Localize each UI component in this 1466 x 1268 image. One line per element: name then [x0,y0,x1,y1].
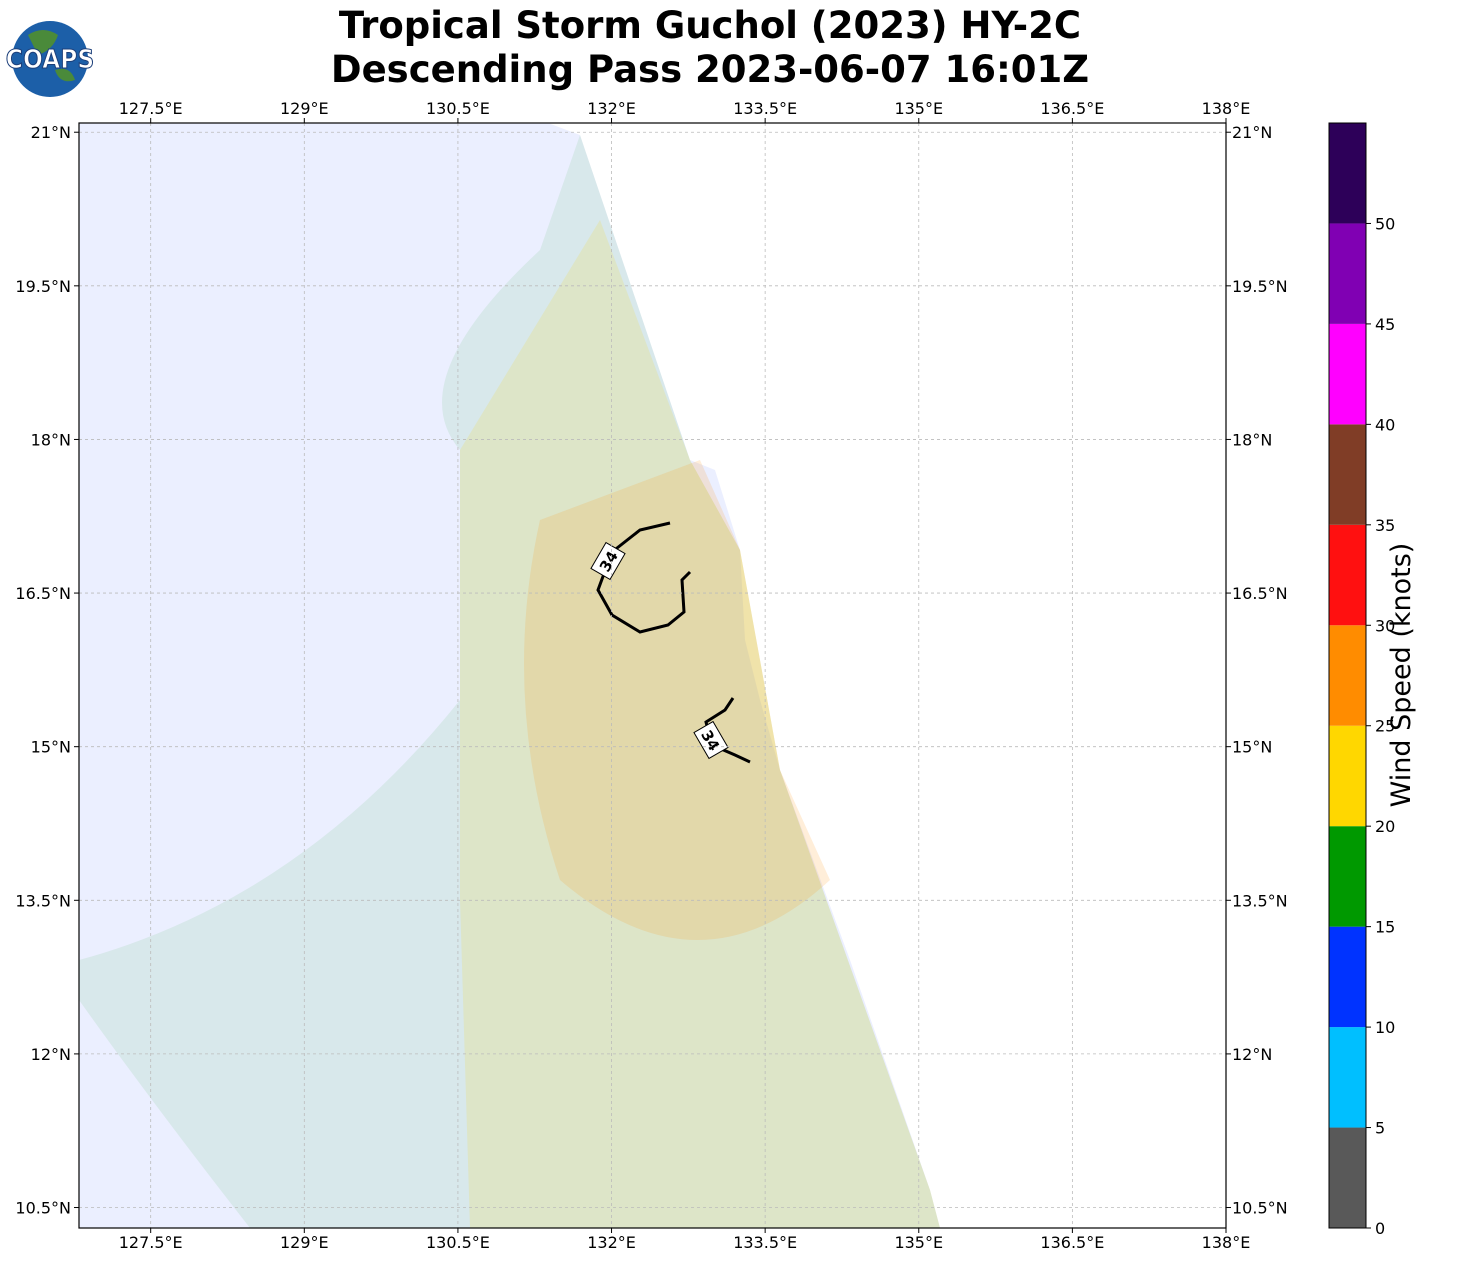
y-tick-label: 21°N [31,123,71,142]
contour-label-box [590,541,626,581]
colorbar-bin [1329,323,1366,425]
y-tick-label: 18°N [1232,430,1272,449]
x-tick-label: 136.5°E [1040,1233,1104,1252]
swath-zone [524,460,830,940]
logo-text: COAPS [6,45,94,75]
swath-zone [460,220,940,1228]
x-tick-label: 130.5°E [426,99,490,118]
colorbar-bin [1329,424,1366,525]
x-tick-label: 129°E [280,1233,329,1252]
colorbar-bin [1329,1027,1366,1128]
x-tick-label: 136.5°E [1040,99,1104,118]
y-tick-label: 13.5°N [15,891,71,910]
colorbar-label: Wind Speed (knots) [1386,543,1417,808]
logo-land [28,30,75,82]
y-tick-label: 19.5°N [1232,277,1288,296]
y-tick-label: 10.5°N [1232,1199,1288,1218]
x-tick-label: 132°E [587,99,636,118]
colorbar-tick-label: 30 [1375,616,1395,635]
x-tick-label: 130.5°E [426,1233,490,1252]
x-tick-label: 133.5°E [733,99,797,118]
x-tick-label: 133.5°E [733,1233,797,1252]
colorbar-tick-label: 25 [1375,717,1395,736]
y-tick-label: 15°N [1232,738,1272,757]
colorbar-tick-label: 10 [1375,1018,1395,1037]
colorbar-tick-label: 0 [1375,1219,1385,1238]
x-tick-label: 138°E [1202,1233,1251,1252]
colorbar-bin [1329,524,1366,626]
colorbar-tick-label: 20 [1375,817,1395,836]
colorbar-tick-label: 40 [1375,415,1395,434]
y-tick-label: 16.5°N [15,584,71,603]
y-tick-label: 15°N [31,738,71,757]
y-tick-label: 10.5°N [15,1199,71,1218]
colorbar-bin [1329,926,1366,1028]
colorbar-tick-label: 45 [1375,315,1395,334]
colorbar-tick-label: 35 [1375,516,1395,535]
colorbar-bin [1329,123,1366,224]
swath [79,123,940,1228]
colorbar-bin [1329,826,1366,927]
contour-label-box [693,720,729,760]
swath-zone [79,135,940,1228]
x-tick-label: 135°E [894,99,943,118]
y-tick-label: 16.5°N [1232,584,1288,603]
title-line: Tropical Storm Guchol (2023) HY-2C [339,4,1081,47]
x-tick-label: 127.5°E [119,1233,183,1252]
colorbar-tick-label: 5 [1375,1119,1385,1138]
swath-area [79,123,940,1228]
colorbar-bin [1329,625,1366,726]
x-tick-label: 138°E [1202,99,1251,118]
colorbar-tick-label: 15 [1375,918,1395,937]
y-tick-label: 21°N [1232,123,1272,142]
x-tick-label: 135°E [894,1233,943,1252]
y-tick-label: 13.5°N [1232,891,1288,910]
map-frame [78,122,1227,1229]
colorbar-frame [1328,122,1367,1229]
colorbar-bin [1329,1127,1366,1228]
logo: COAPS [5,21,95,97]
x-tick-label: 132°E [587,1233,636,1252]
x-tick-label: 127.5°E [119,99,183,118]
colorbar-tick-label: 50 [1375,214,1395,233]
x-tick-label: 129°E [280,99,329,118]
y-tick-label: 12°N [31,1045,71,1064]
title-line: Descending Pass 2023-06-07 16:01Z [331,48,1089,91]
contour-line [596,521,692,634]
y-tick-label: 19.5°N [15,277,71,296]
y-tick-label: 18°N [31,430,71,449]
colorbar-bin [1329,725,1366,827]
y-tick-label: 12°N [1232,1045,1272,1064]
colorbar-bin [1329,223,1366,324]
